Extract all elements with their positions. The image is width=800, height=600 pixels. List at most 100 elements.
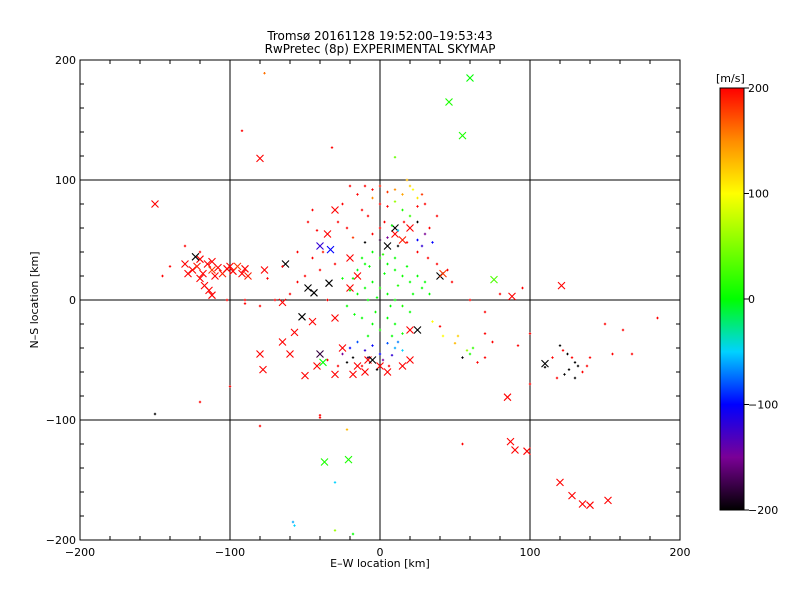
data-point-plus: [371, 196, 374, 200]
colorbar-tick-label: 100: [748, 188, 769, 201]
data-point-plus: [183, 244, 187, 248]
data-point-plus: [363, 241, 367, 244]
data-point-plus: [416, 196, 419, 200]
data-point-plus: [374, 310, 377, 314]
data-point-cross: [211, 272, 219, 280]
data-point-plus: [423, 202, 427, 206]
tick-labels: −200 −100 0 100 200 −200 −100 0 100 200: [46, 54, 691, 559]
data-point-cross: [184, 269, 192, 278]
data-point-plus: [573, 376, 577, 380]
data-point-cross: [361, 368, 369, 376]
data-point-plus: [446, 268, 449, 272]
data-point-plus: [555, 376, 559, 380]
data-point-cross: [208, 291, 216, 300]
data-point-plus: [630, 352, 634, 356]
x-tick-label: 100: [520, 546, 541, 559]
data-point-plus: [263, 72, 266, 75]
data-point-plus: [396, 284, 400, 287]
data-point-cross: [346, 284, 354, 292]
data-point-cross: [344, 455, 353, 464]
data-point-cross: [238, 269, 246, 278]
data-point-plus: [408, 280, 412, 284]
data-point-plus: [161, 274, 164, 278]
data-point-plus: [386, 342, 389, 345]
data-point-plus: [341, 277, 344, 280]
data-point-plus: [570, 356, 574, 359]
data-point-plus: [293, 524, 296, 527]
data-point-plus: [393, 268, 397, 272]
data-point-cross: [241, 264, 249, 273]
data-point-plus: [363, 286, 367, 290]
data-point-cross: [506, 437, 515, 446]
data-point-plus: [393, 322, 397, 326]
grid-lines: [80, 60, 680, 540]
data-point-plus: [371, 232, 374, 236]
data-point-plus: [402, 220, 406, 224]
data-point-plus: [366, 298, 370, 302]
y-axis-label: N–S location [km]: [28, 251, 41, 348]
y-tick-label: 0: [69, 294, 76, 307]
data-point-plus: [318, 268, 322, 272]
data-point-plus: [431, 241, 434, 244]
data-point-cross: [208, 257, 216, 266]
data-point-cross: [290, 328, 299, 337]
data-point-plus: [353, 313, 356, 316]
data-point-plus: [656, 316, 659, 320]
data-point-cross: [319, 358, 327, 367]
data-point-plus: [363, 349, 367, 352]
data-point-plus: [368, 265, 371, 268]
data-point-cross: [523, 447, 531, 456]
data-point-plus: [528, 382, 532, 386]
data-point-plus: [401, 274, 404, 278]
data-point-plus: [386, 262, 389, 266]
data-point-cross: [556, 478, 564, 487]
data-point-plus: [351, 532, 355, 536]
data-point-cross: [557, 281, 566, 290]
data-point-plus: [390, 354, 394, 357]
data-point-plus: [371, 188, 374, 191]
data-point-plus: [408, 310, 412, 314]
data-point-plus: [528, 332, 532, 335]
data-point-plus: [378, 238, 382, 242]
data-point-plus: [371, 250, 374, 254]
data-point-cross: [490, 275, 498, 284]
data-point-plus: [567, 368, 571, 371]
data-point-cross: [541, 359, 549, 368]
data-point-cross: [503, 393, 512, 402]
data-point-plus: [381, 253, 385, 256]
data-point-plus: [401, 208, 404, 212]
colorbar-tick-label: −100: [748, 399, 778, 412]
chart-title: Tromsø 20161128 19:52:00–19:53:43: [266, 29, 492, 43]
data-point-plus: [360, 364, 364, 368]
data-point-plus: [378, 226, 382, 230]
data-point-plus: [243, 298, 247, 302]
data-point-cross: [256, 154, 264, 163]
data-point-cross: [331, 370, 339, 379]
data-point-plus: [371, 280, 374, 284]
data-point-plus: [386, 205, 389, 208]
data-point-plus: [408, 184, 412, 188]
data-point-plus: [336, 364, 340, 368]
data-point-plus: [390, 224, 394, 227]
data-point-plus: [348, 346, 352, 350]
data-point-plus: [153, 412, 157, 416]
data-point-plus: [330, 146, 334, 149]
data-point-plus: [393, 200, 397, 203]
data-point-cross: [208, 266, 216, 274]
data-point-plus: [378, 256, 382, 260]
data-point-plus: [266, 277, 269, 280]
data-point-cross: [193, 262, 201, 271]
data-point-cross: [278, 298, 287, 307]
data-point-cross: [196, 255, 204, 264]
data-point-plus: [401, 332, 404, 335]
data-point-cross: [331, 314, 339, 322]
data-point-plus: [581, 370, 584, 374]
data-point-plus: [198, 400, 202, 404]
data-point-plus: [360, 316, 364, 320]
data-point-cross: [406, 224, 414, 232]
data-point-plus: [348, 184, 352, 188]
data-point-cross: [458, 131, 467, 140]
data-point-cross: [578, 500, 587, 508]
colorbar: [720, 88, 744, 510]
x-tick-label: 0: [377, 546, 384, 559]
